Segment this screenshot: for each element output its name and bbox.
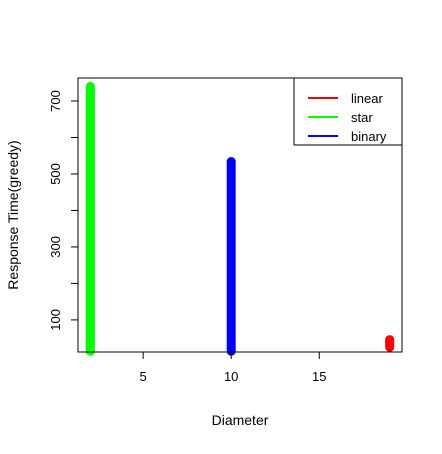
x-tick-label-5: 5 xyxy=(140,369,147,384)
y-tick-label-500: 500 xyxy=(48,163,63,185)
y-axis-label: Response Time(greedy) xyxy=(5,140,21,289)
legend: linear star binary xyxy=(293,77,403,146)
y-tick-label-100: 100 xyxy=(48,309,63,331)
legend-box xyxy=(293,77,403,146)
legend-label-star: star xyxy=(351,110,373,125)
series-marks xyxy=(85,81,395,356)
plot-frame xyxy=(77,77,403,353)
legend-label-linear: linear xyxy=(351,91,383,106)
y-tick-label-700: 700 xyxy=(48,90,63,112)
legend-label-binary: binary xyxy=(351,129,387,144)
y-axis: 100 300 500 700 xyxy=(48,90,78,331)
x-axis-label: Diameter xyxy=(212,412,269,428)
x-tick-label-15: 15 xyxy=(312,369,326,384)
y-tick-label-300: 300 xyxy=(48,236,63,258)
x-axis: 5 10 15 xyxy=(140,352,326,384)
x-tick-label-10: 10 xyxy=(224,369,238,384)
